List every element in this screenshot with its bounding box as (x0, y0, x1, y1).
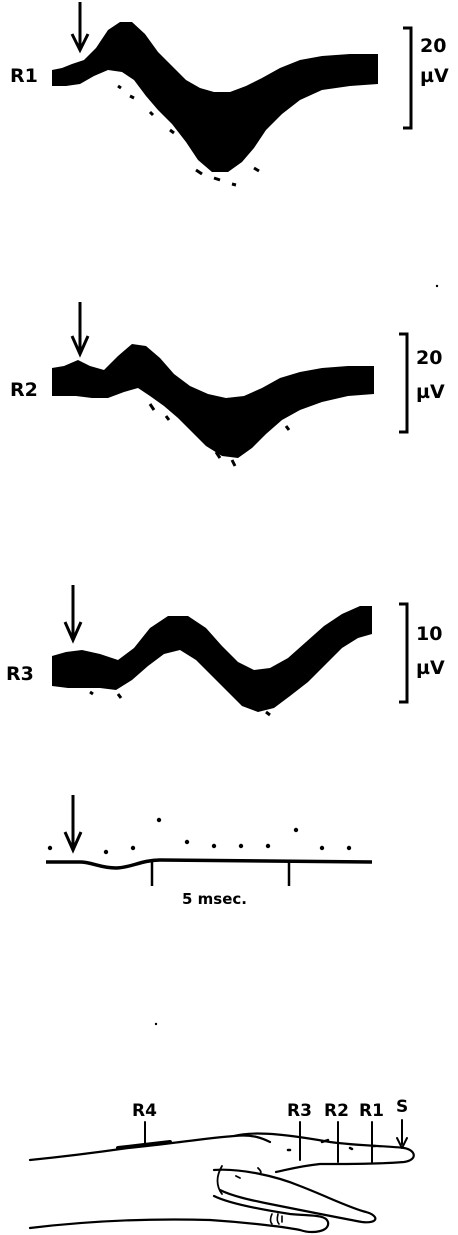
speck (154, 1022, 158, 1026)
site-label-s: S (396, 1097, 408, 1117)
waveform-band-r2 (52, 344, 374, 458)
scale-value-r1: 20 (420, 35, 446, 57)
noise-specks-r2 (148, 403, 291, 467)
trace-label-r3: R3 (6, 663, 34, 685)
scale-unit-r3: µV (416, 657, 445, 679)
finger-creases (286, 1138, 377, 1152)
scale-bracket-r2 (399, 332, 409, 434)
thumbnail-mark (269, 1213, 283, 1225)
noise-specks-r3 (89, 690, 271, 717)
site-label-r2: R2 (324, 1101, 349, 1121)
time-calibration-label: 5 msec. (182, 890, 247, 908)
time-calibration: 5 msec. (46, 795, 373, 908)
trace-label-r2: R2 (10, 379, 38, 401)
stimulus-arrowhead-calibration (63, 831, 83, 854)
hand-diagram (28, 1119, 415, 1233)
scale-unit-r2: µV (416, 381, 445, 403)
palm-lines (216, 1165, 262, 1195)
trace-r3: R3 10 µV (6, 585, 445, 717)
site-label-r4: R4 (132, 1101, 157, 1121)
index-finger-outline (232, 1132, 415, 1174)
trace-label-r1: R1 (10, 65, 38, 87)
trace-r1: R1 20 µV (10, 2, 449, 187)
scale-bracket-r3 (399, 602, 409, 704)
scale-value-r3: 10 (416, 623, 442, 645)
pointer-arrowhead-s (396, 1137, 408, 1149)
noise-specks-r1 (117, 84, 260, 187)
trace-r2: R2 20 µV (10, 302, 445, 467)
thumb-outline (208, 1194, 330, 1233)
forearm-upper-outline (28, 1134, 272, 1162)
forearm-lower-outline (28, 1218, 212, 1230)
scale-value-r2: 20 (416, 347, 442, 369)
speck (435, 284, 439, 288)
middle-finger-outline (212, 1168, 377, 1224)
timing-dots (47, 817, 352, 855)
scale-bracket-r1 (403, 26, 413, 130)
stimulus-arrowhead-r2 (70, 335, 90, 358)
scale-unit-r1: µV (420, 65, 449, 87)
stimulus-arrowhead-r1 (70, 33, 90, 54)
waveform-band-r1 (52, 22, 378, 172)
site-label-r1: R1 (359, 1101, 384, 1121)
site-label-r3: R3 (287, 1101, 312, 1121)
waveform-band-r3 (52, 606, 372, 712)
stimulus-arrowhead-r3 (63, 621, 83, 644)
calibration-baseline (46, 858, 373, 870)
